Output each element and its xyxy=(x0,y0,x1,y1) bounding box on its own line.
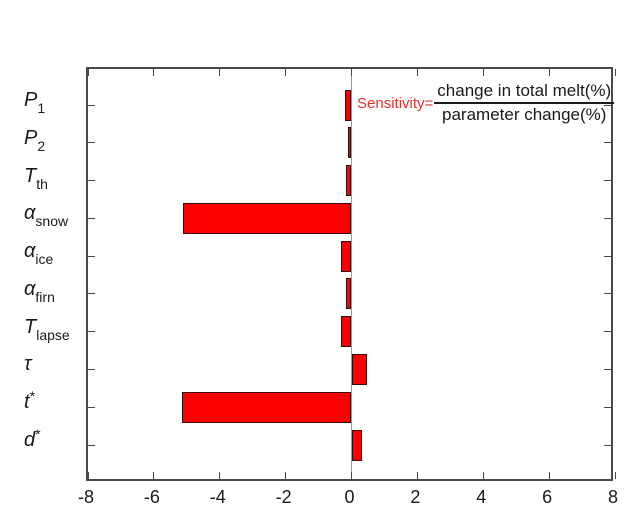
x-tick-label: -6 xyxy=(143,487,160,507)
y-label-symbol: P xyxy=(24,89,38,111)
y-label-subscript: snow xyxy=(35,213,69,230)
sensitivity-annotation: Sensitivity = change in total melt(%) par… xyxy=(357,81,615,126)
y-axis-tick xyxy=(604,217,611,219)
y-axis-label-tau: τ xyxy=(24,354,31,374)
y-label-subscript: 2 xyxy=(37,137,46,154)
x-axis-tick xyxy=(416,69,418,76)
x-tick-label: 8 xyxy=(607,487,618,507)
bar-t-star xyxy=(181,391,352,423)
y-label-symbol: τ xyxy=(24,353,32,376)
y-label-superscript: * xyxy=(35,426,41,442)
y-label-subscript: lapse xyxy=(36,326,70,343)
y-label-subscript: ice xyxy=(35,251,54,268)
bar-P2 xyxy=(347,127,352,159)
y-axis-label-alpha-ice: αice xyxy=(24,240,53,266)
bar-P1 xyxy=(344,89,352,121)
x-axis-tick xyxy=(153,472,155,479)
y-axis-tick xyxy=(88,368,95,370)
bar-T-th xyxy=(345,165,352,197)
y-axis-label-T-lapse: Tlapse xyxy=(24,315,70,342)
zero-reference-line xyxy=(351,69,352,479)
y-axis-tick xyxy=(88,142,95,144)
y-axis-label-T-th: Tth xyxy=(24,164,48,191)
y-axis-label-alpha-snow: αsnow xyxy=(24,202,68,228)
y-axis-tick xyxy=(88,331,95,333)
y-axis-tick xyxy=(604,368,611,370)
y-axis-tick xyxy=(88,293,95,295)
y-axis-tick xyxy=(604,293,611,295)
x-axis-tick xyxy=(548,69,550,76)
bar-alpha-ice xyxy=(340,240,352,272)
x-tick-label: 2 xyxy=(410,487,421,507)
x-axis-tick xyxy=(482,472,484,479)
x-axis-tick xyxy=(153,69,155,76)
y-axis-label-t-star: t* xyxy=(24,388,36,414)
x-axis-tick xyxy=(482,69,484,76)
x-axis-tick xyxy=(219,69,221,76)
x-axis-tick xyxy=(416,472,418,479)
x-axis-tick xyxy=(614,472,616,479)
y-axis-tick xyxy=(88,444,95,446)
plot-area xyxy=(86,67,616,481)
x-tick-label: 4 xyxy=(476,487,487,507)
x-tick-label: -4 xyxy=(209,487,226,507)
y-axis-tick xyxy=(88,217,95,219)
x-tick-label: -8 xyxy=(77,487,94,507)
y-axis-tick xyxy=(604,406,611,408)
y-axis-tick xyxy=(604,331,611,333)
y-axis-label-alpha-firn: αfirn xyxy=(24,277,55,304)
x-axis-tick xyxy=(351,472,352,479)
y-axis-tick xyxy=(604,142,611,144)
annotation-equals-sign: = xyxy=(424,94,434,112)
y-axis-tick xyxy=(604,255,611,257)
annotation-fraction: change in total melt(%) parameter change… xyxy=(434,81,615,126)
bar-d-star xyxy=(351,429,363,461)
x-axis-tick xyxy=(219,472,221,479)
y-label-symbol: t xyxy=(24,391,30,414)
y-label-symbol: α xyxy=(24,277,36,300)
y-axis-label-d-star: d* xyxy=(24,426,41,451)
x-axis-tick xyxy=(285,69,287,76)
y-axis-tick xyxy=(88,180,95,182)
y-axis-label-P1: P1 xyxy=(24,89,45,115)
y-label-symbol: T xyxy=(24,164,37,187)
x-tick-label: 0 xyxy=(344,487,355,507)
y-label-subscript: th xyxy=(36,175,48,192)
y-axis-tick xyxy=(604,104,611,106)
y-label-symbol: d xyxy=(24,429,36,451)
y-axis-label-P2: P2 xyxy=(24,126,45,153)
bar-alpha-firn xyxy=(345,278,352,310)
x-axis-tick xyxy=(285,472,287,479)
y-label-symbol: α xyxy=(24,202,36,225)
y-axis-tick xyxy=(88,406,95,408)
y-label-superscript: * xyxy=(29,388,36,405)
annotation-denominator: parameter change(%) xyxy=(442,105,607,125)
y-label-subscript: firn xyxy=(35,288,55,305)
y-label-symbol: P xyxy=(24,126,38,149)
y-axis-tick xyxy=(88,255,95,257)
y-label-symbol: T xyxy=(24,315,37,338)
x-tick-label: 6 xyxy=(542,487,553,507)
annotation-numerator: change in total melt(%) xyxy=(434,81,615,105)
x-axis-tick xyxy=(548,472,550,479)
annotation-sensitivity-label: Sensitivity xyxy=(357,94,425,112)
x-axis-tick xyxy=(351,69,352,76)
x-axis-tick xyxy=(614,69,616,76)
y-label-symbol: α xyxy=(24,240,36,263)
y-axis-tick xyxy=(604,180,611,182)
bar-T-lapse xyxy=(340,316,352,348)
bar-alpha-snow xyxy=(182,202,352,234)
x-axis-tick xyxy=(87,472,89,479)
y-label-subscript: 1 xyxy=(37,100,46,116)
x-axis-tick xyxy=(87,69,89,76)
x-tick-label: -2 xyxy=(275,487,292,507)
bar-tau xyxy=(351,353,368,385)
y-axis-tick xyxy=(604,444,611,446)
y-axis-tick xyxy=(88,104,95,106)
